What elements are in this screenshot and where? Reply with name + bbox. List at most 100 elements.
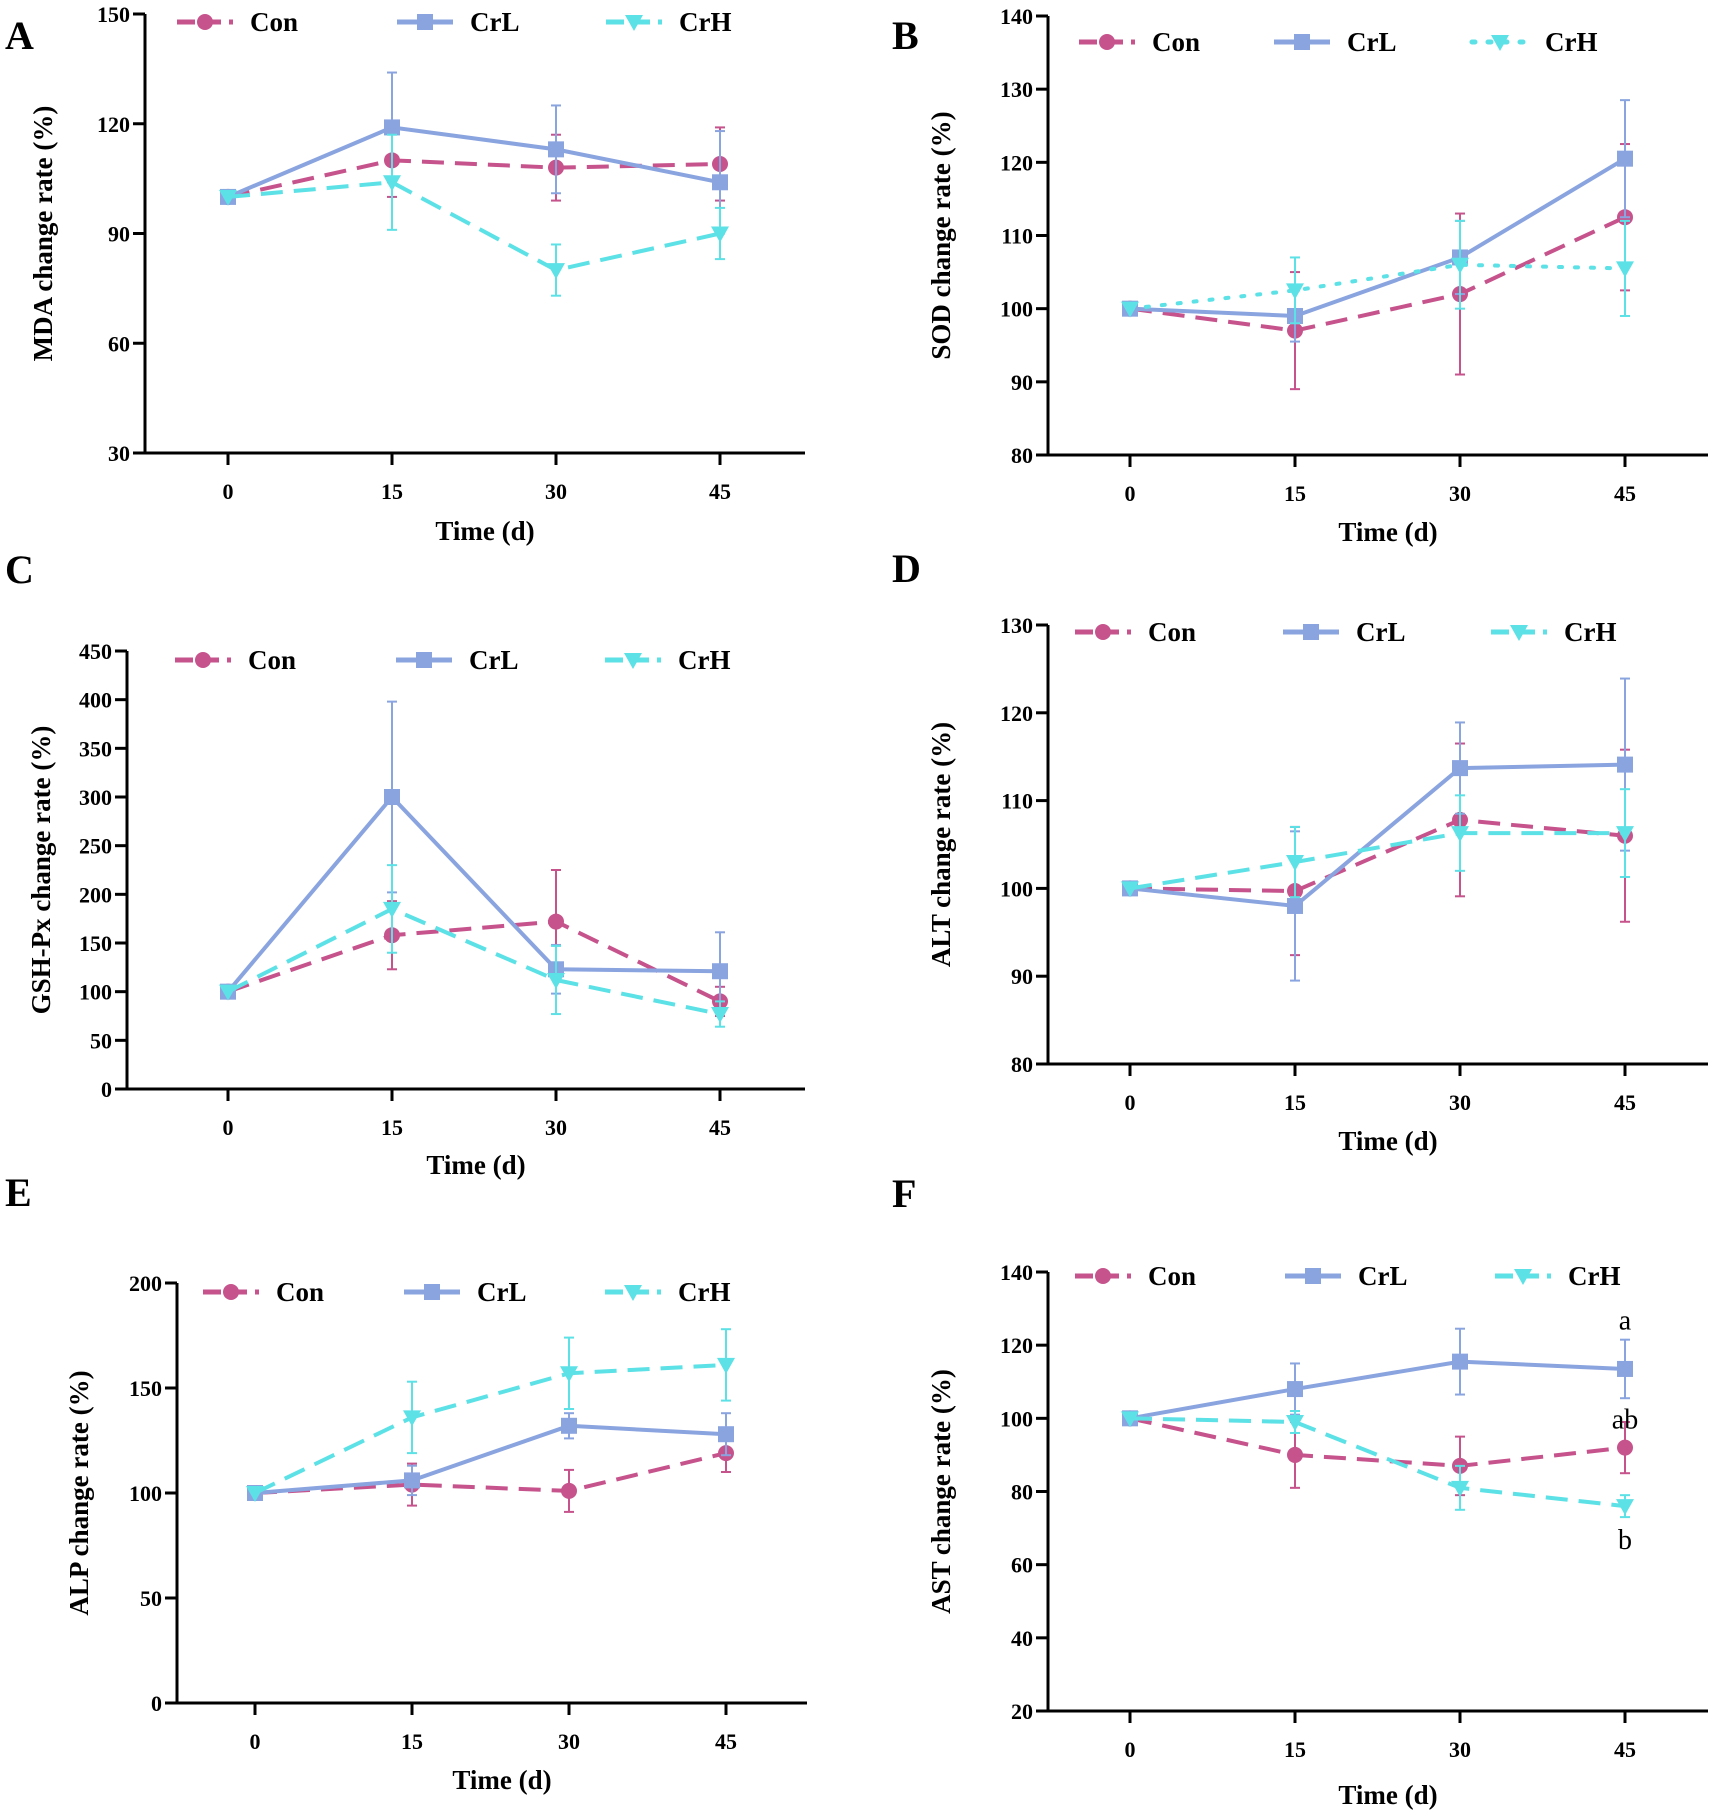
series-line-con bbox=[1129, 1416, 1626, 1468]
data-point bbox=[404, 1472, 420, 1489]
y-tick-label: 100 bbox=[79, 980, 112, 1005]
series-crl bbox=[220, 700, 728, 1012]
data-point bbox=[1617, 150, 1633, 167]
data-point bbox=[712, 963, 728, 980]
legend-marker bbox=[624, 1285, 642, 1301]
data-point bbox=[219, 189, 237, 206]
y-tick-label: 120 bbox=[1000, 150, 1033, 175]
series-line-crl bbox=[254, 1423, 727, 1495]
y-tick-label: 100 bbox=[1000, 297, 1033, 322]
data-point bbox=[1617, 756, 1633, 773]
series-crh bbox=[246, 1328, 735, 1502]
legend-marker bbox=[417, 14, 433, 30]
x-tick-label: 15 bbox=[381, 479, 403, 504]
legend-item-con: Con bbox=[1075, 1261, 1196, 1291]
x-tick-label: 45 bbox=[715, 1729, 737, 1754]
data-point bbox=[547, 972, 565, 989]
x-axis-title: Time (d) bbox=[1338, 1780, 1437, 1810]
x-axis-title: Time (d) bbox=[435, 516, 534, 546]
y-tick-label: 90 bbox=[108, 222, 130, 247]
data-point bbox=[1286, 1414, 1304, 1431]
legend-label: CrH bbox=[1564, 617, 1616, 647]
legend-marker bbox=[1510, 625, 1528, 641]
y-tick-label: 80 bbox=[1011, 1052, 1033, 1077]
series-line-crh bbox=[227, 906, 721, 1017]
legend-item-con: Con bbox=[175, 645, 296, 675]
data-point bbox=[1287, 1381, 1303, 1398]
data-point bbox=[561, 1417, 577, 1434]
x-axis-title: Time (d) bbox=[426, 1150, 525, 1180]
legend-label: Con bbox=[1148, 1261, 1196, 1291]
y-tick-label: 0 bbox=[101, 1077, 112, 1102]
y-axis-title: SOD change rate (%) bbox=[926, 111, 956, 359]
legend-marker bbox=[1303, 624, 1319, 640]
data-point bbox=[717, 1357, 735, 1374]
legend-label: CrH bbox=[678, 1277, 730, 1307]
data-point bbox=[384, 119, 400, 136]
legend-label: Con bbox=[250, 7, 298, 37]
legend-item-crh: CrH bbox=[605, 645, 730, 675]
y-tick-label: 0 bbox=[151, 1691, 162, 1716]
data-point bbox=[1451, 1480, 1469, 1497]
series-con bbox=[1122, 143, 1633, 391]
legend-item-crl: CrL bbox=[1274, 27, 1397, 57]
y-tick-label: 120 bbox=[97, 112, 130, 137]
data-point bbox=[1452, 1353, 1468, 1370]
legend-label: CrL bbox=[470, 7, 520, 37]
x-tick-label: 15 bbox=[381, 1115, 403, 1140]
x-tick-label: 45 bbox=[709, 479, 731, 504]
data-point bbox=[219, 984, 237, 1001]
x-tick-label: 45 bbox=[1614, 481, 1636, 506]
significance-letter: a bbox=[1619, 1306, 1632, 1337]
y-axis-title: ALT change rate (%) bbox=[926, 722, 956, 967]
legend-label: CrL bbox=[1356, 617, 1406, 647]
x-tick-label: 30 bbox=[558, 1729, 580, 1754]
y-tick-label: 80 bbox=[1011, 1480, 1033, 1505]
data-point bbox=[1121, 881, 1139, 898]
data-point bbox=[1452, 760, 1468, 777]
x-tick-label: 45 bbox=[709, 1115, 731, 1140]
series-crh bbox=[1121, 1410, 1634, 1519]
significance-letter: b bbox=[1618, 1525, 1632, 1556]
y-tick-label: 50 bbox=[90, 1028, 112, 1053]
legend-item-crh: CrH bbox=[1469, 27, 1597, 57]
y-axis-title: ALP change rate (%) bbox=[64, 1370, 94, 1615]
data-point bbox=[718, 1426, 734, 1443]
legend-item-crl: CrL bbox=[1283, 617, 1406, 647]
series-line-crh bbox=[227, 180, 721, 273]
panel-letter-d: D bbox=[892, 546, 921, 591]
y-tick-label: 120 bbox=[1000, 701, 1033, 726]
data-point bbox=[1286, 283, 1304, 300]
y-tick-label: 80 bbox=[1011, 443, 1033, 468]
x-tick-label: 30 bbox=[545, 1115, 567, 1140]
panel-d: D 80 90 100 110 120 130 0 15 30 45 Time (d) ALT chan… bbox=[892, 546, 1708, 1156]
legend-label: Con bbox=[248, 645, 296, 675]
series-line-crl bbox=[227, 125, 721, 199]
legend-label: Con bbox=[1152, 27, 1200, 57]
series-crl bbox=[220, 71, 728, 235]
x-tick-label: 15 bbox=[1284, 1737, 1306, 1762]
legend-item-crl: CrL bbox=[396, 645, 519, 675]
data-point bbox=[383, 901, 401, 918]
y-tick-label: 200 bbox=[129, 1271, 162, 1296]
x-tick-label: 15 bbox=[401, 1729, 423, 1754]
x-tick-label: 0 bbox=[223, 1115, 234, 1140]
legend-label: Con bbox=[276, 1277, 324, 1307]
panel-letter-a: A bbox=[5, 13, 34, 58]
legend-label: CrL bbox=[1347, 27, 1397, 57]
y-tick-label: 20 bbox=[1011, 1699, 1033, 1724]
panel-letter-b: B bbox=[892, 13, 919, 58]
data-point bbox=[1616, 826, 1634, 843]
panel-c: C 0 50 100 150 200 250 300 350 400 450 0 15 30 45 Time … bbox=[5, 547, 805, 1180]
legend-label: CrL bbox=[469, 645, 519, 675]
data-point bbox=[712, 174, 728, 191]
panel-f: F 20 40 60 80 100 120 140 0 15 30 45 Time (d) AST cha… bbox=[892, 1171, 1708, 1810]
y-tick-label: 140 bbox=[1000, 4, 1033, 29]
legend-item-crl: CrL bbox=[404, 1277, 527, 1307]
data-point bbox=[1616, 261, 1634, 278]
legend-label: CrL bbox=[477, 1277, 527, 1307]
y-axis-title: GSH-Px change rate (%) bbox=[26, 726, 56, 1015]
x-tick-label: 0 bbox=[1125, 481, 1136, 506]
series-line-crh bbox=[1128, 262, 1627, 311]
x-tick-label: 0 bbox=[250, 1729, 261, 1754]
